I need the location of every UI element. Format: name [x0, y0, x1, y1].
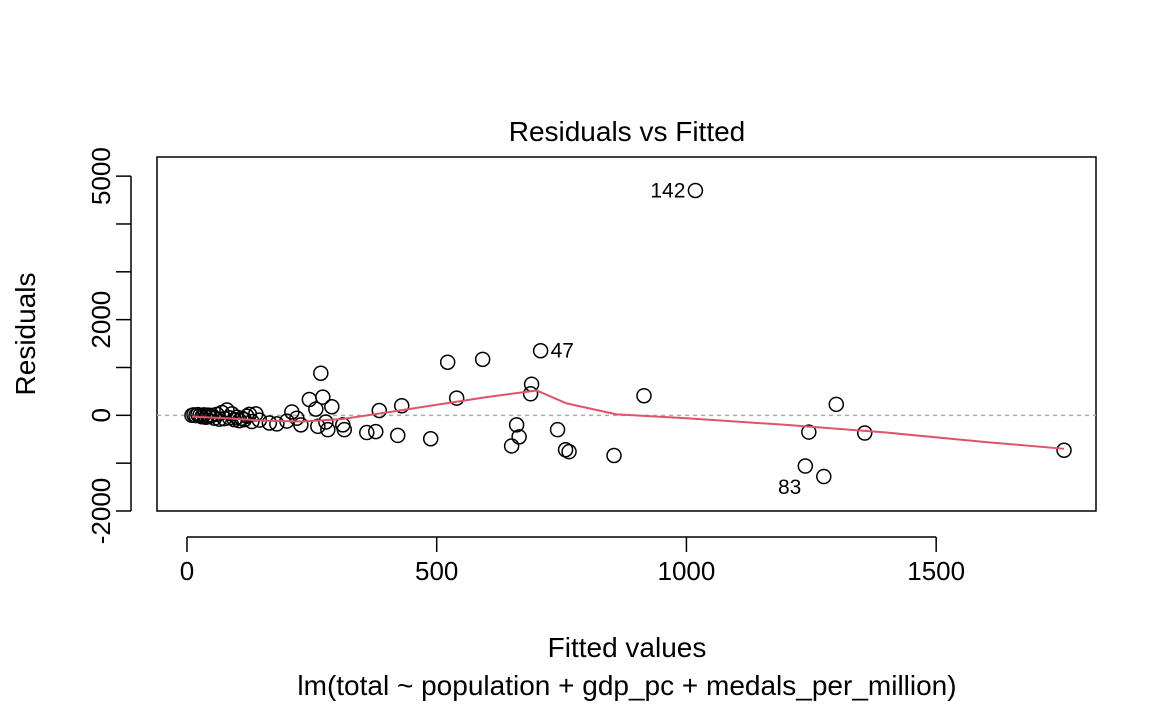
data-point [229, 409, 245, 425]
data-point [557, 442, 574, 458]
data-point [261, 415, 278, 431]
y-tick-label: -2000 [86, 478, 116, 545]
data-point [389, 427, 406, 444]
data-point [636, 387, 652, 404]
x-tick-label: 1000 [658, 556, 716, 586]
y-axis-label: Residuals [10, 273, 41, 396]
data-point [368, 423, 384, 440]
plot-frame [156, 156, 1097, 512]
data-point [511, 429, 527, 445]
data-point [474, 351, 491, 368]
x-tick-label: 500 [415, 556, 458, 586]
data-point [310, 418, 326, 435]
point-id-label: 47 [551, 340, 574, 363]
data-point [318, 414, 334, 430]
y-tick-label: 2000 [86, 291, 116, 349]
data-point [801, 424, 817, 440]
model-formula-subtitle: lm(total ~ population + gdp_pc + medals_… [297, 670, 956, 701]
data-point [532, 342, 549, 359]
data-point [523, 376, 540, 392]
x-tick-label: 0 [180, 556, 194, 586]
data-point [439, 354, 456, 370]
data-point [320, 421, 336, 438]
y-axis: -2000 0 2000 5000 [86, 147, 132, 545]
y-tick-label: 0 [86, 408, 116, 422]
data-point [301, 391, 318, 408]
data-point [503, 438, 520, 454]
data-point [393, 398, 410, 414]
scatter-points [184, 182, 1072, 485]
data-point [324, 398, 340, 415]
data-point [196, 407, 212, 423]
data-point [797, 458, 814, 474]
data-point [308, 401, 324, 417]
data-point [687, 182, 704, 199]
smooth-trend-line [191, 389, 1065, 450]
data-point [315, 389, 331, 405]
data-point [244, 413, 260, 430]
data-point [219, 402, 235, 418]
x-axis-label: Fitted values [548, 632, 707, 663]
data-point [549, 421, 566, 438]
data-point [371, 402, 388, 419]
data-point [422, 431, 439, 447]
x-axis: 0 500 1000 1500 [180, 536, 965, 586]
data-point [269, 416, 285, 432]
x-tick-label: 1500 [907, 556, 965, 586]
data-point [1056, 442, 1072, 458]
data-point [816, 468, 832, 485]
data-point [359, 424, 375, 441]
data-point [336, 421, 353, 438]
chart-title: Residuals vs Fitted [509, 116, 746, 147]
smooth-line-layer [191, 389, 1065, 450]
point-id-label: 142 [650, 179, 685, 202]
point-id-label: 83 [778, 476, 801, 499]
data-point [522, 386, 539, 402]
data-point [448, 390, 465, 406]
data-point [828, 396, 845, 413]
point-labels: 142 47 83 [551, 179, 802, 499]
data-point [561, 443, 577, 460]
data-point [606, 447, 622, 464]
data-point [313, 365, 329, 381]
data-point [856, 425, 873, 441]
data-point [293, 417, 309, 433]
y-tick-label: 5000 [86, 147, 116, 205]
data-point [508, 417, 525, 433]
